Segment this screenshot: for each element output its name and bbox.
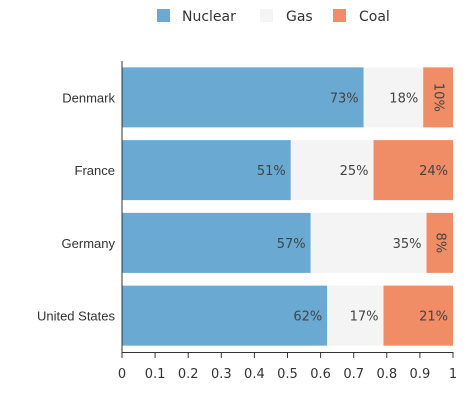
data-label-france-coal: 24% [419,164,448,179]
category-label-france: France [75,163,115,178]
data-label-france-nuclear: 51% [257,164,286,179]
data-label-germany-coal: 8% [432,233,447,254]
category-label-united-states: United States [37,309,116,324]
bar-france-gas [290,140,374,201]
x-tick-label-6: 0.6 [310,367,331,382]
x-tick-label-1: 0.1 [145,367,166,382]
bar-denmark-gas [363,67,424,128]
x-tick-label-3: 0.3 [211,367,232,382]
data-label-united-states-gas: 17% [350,310,379,325]
bar-france-coal [373,140,453,201]
legend-label-nuclear: Nuclear [182,9,236,25]
x-tick-label-2: 0.2 [178,367,199,382]
category-label-germany: Germany [62,236,116,251]
x-tick-label-0: 0 [118,367,126,382]
data-label-germany-nuclear: 57% [277,237,306,252]
legend-label-gas: Gas [286,9,313,25]
x-axis: 0 0.1 0.2 0.3 0.4 0.5 0.6 0.7 0.8 0.9 1 [118,352,457,382]
legend: Nuclear Gas Coal [157,9,390,25]
x-tick-label-4: 0.4 [244,367,265,382]
data-label-denmark-gas: 18% [389,91,418,106]
legend-swatch-gas [260,9,273,22]
data-labels: 73% 18% 10% 51% 25% 24% 57% 35% 8% 62% 17% 21% [257,83,448,325]
data-label-germany-gas: 35% [393,237,422,252]
bars [122,67,453,346]
data-label-united-states-coal: 21% [419,310,448,325]
category-label-denmark: Denmark [62,90,115,105]
legend-label-coal: Coal [359,9,390,25]
bar-denmark-nuclear [122,67,364,128]
bar-united-states-coal [383,285,453,346]
x-tick-label-8: 0.8 [376,367,397,382]
x-tick-label-9: 0.9 [410,367,431,382]
legend-swatch-coal [333,9,346,22]
x-tick-label-5: 0.5 [277,367,298,382]
x-tick-label-7: 0.7 [343,367,364,382]
data-label-denmark-coal: 10% [431,83,446,112]
data-label-united-states-nuclear: 62% [293,310,322,325]
bar-denmark-coal [423,67,453,128]
legend-swatch-nuclear [157,9,170,22]
bar-united-states-gas [327,285,384,346]
bar-germany-coal [426,212,453,273]
bar-germany-gas [310,212,427,273]
y-axis: Denmark France Germany United States [37,61,123,352]
bar-france-nuclear [122,140,291,201]
data-label-france-gas: 25% [340,164,369,179]
data-label-denmark-nuclear: 73% [330,91,359,106]
bar-germany-nuclear [122,212,311,273]
x-tick-label-10: 1 [449,367,457,382]
bar-united-states-nuclear [122,285,328,346]
